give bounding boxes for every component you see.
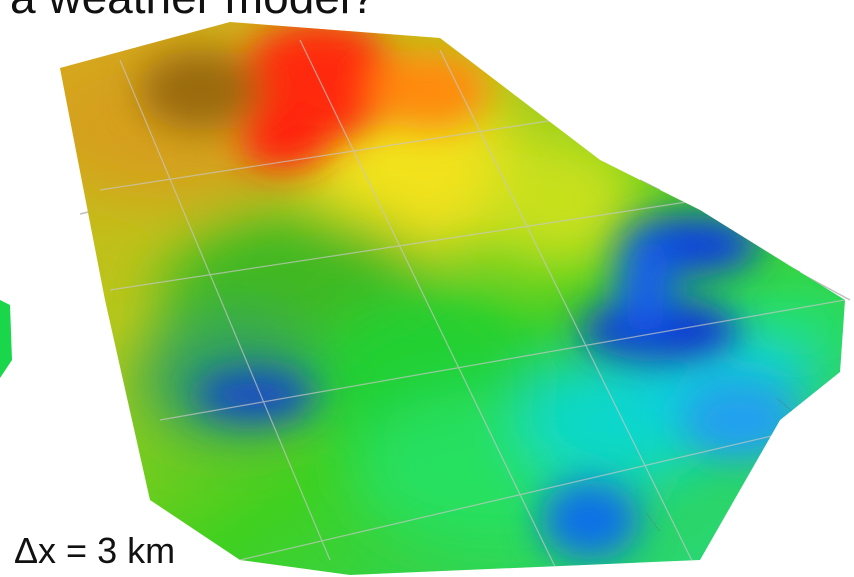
slide-title-fragment: a weather model? bbox=[10, 0, 376, 24]
adjacent-surface-fragment bbox=[0, 300, 12, 378]
grid-spacing-label: Δx = 3 km bbox=[14, 530, 176, 571]
